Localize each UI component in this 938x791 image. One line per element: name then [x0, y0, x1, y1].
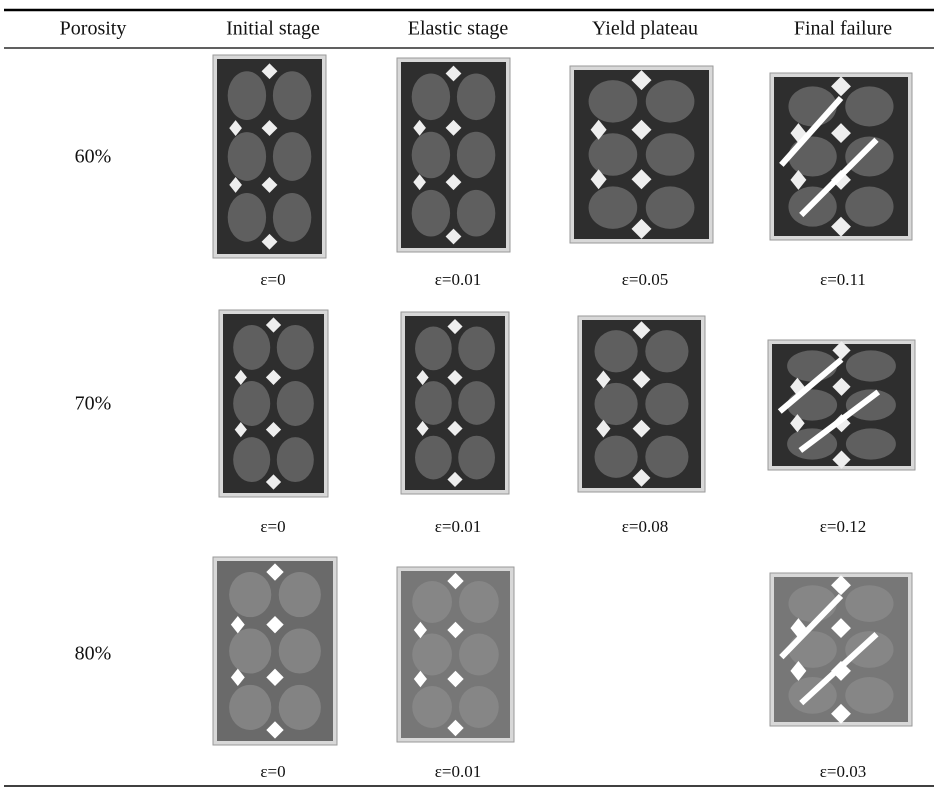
photo-cell: [595, 383, 638, 425]
porosity-label: 70%: [75, 393, 112, 415]
photo-cell: [459, 634, 499, 676]
photo-cell: [845, 136, 893, 176]
photo-cell: [228, 193, 266, 242]
strain-label: ε=0.11: [820, 270, 866, 289]
strain-label: ε=0.12: [820, 517, 866, 536]
strain-label: ε=0.01: [435, 762, 481, 781]
photo-cell: [273, 71, 311, 120]
photo-cell: [458, 381, 495, 425]
photo-cell: [645, 436, 688, 478]
photo-cell: [277, 381, 314, 426]
strain-label: ε=0: [260, 762, 285, 781]
photo-cell: [595, 436, 638, 478]
photo-cell: [228, 132, 266, 181]
photo-cell: [279, 628, 321, 673]
specimen-photo: [578, 316, 705, 492]
photo-cell: [228, 71, 266, 120]
photo-cell: [277, 437, 314, 482]
photo-cell: [846, 350, 896, 381]
photo-cell: [415, 327, 452, 371]
figure-table: Porosity Initial stage Elastic stage Yield …: [0, 0, 938, 791]
photo-cell: [845, 585, 893, 622]
photo-cell: [412, 74, 450, 121]
strain-label: ε=0.03: [820, 762, 866, 781]
strain-label: ε=0: [260, 270, 285, 289]
photo-cell: [412, 686, 452, 728]
porosity-label: 80%: [75, 643, 112, 665]
photo-cell: [412, 190, 450, 237]
photo-cell: [273, 193, 311, 242]
photo-cell: [415, 381, 452, 425]
column-header: Yield plateau: [592, 18, 698, 40]
photo-cell: [273, 132, 311, 181]
specimen-photo: [570, 66, 713, 243]
photo-cell: [645, 383, 688, 425]
photo-cell: [457, 132, 495, 179]
specimen-photo: [213, 557, 337, 745]
strain-label: ε=0.01: [435, 270, 481, 289]
photo-cell: [787, 389, 837, 420]
photo-cell: [788, 136, 836, 176]
photo-cell: [846, 428, 896, 459]
photo-cell: [457, 190, 495, 237]
photo-cell: [459, 686, 499, 728]
photo-cell: [233, 437, 270, 482]
column-header: Final failure: [794, 18, 892, 40]
column-header: Initial stage: [226, 18, 320, 40]
photo-cell: [412, 634, 452, 676]
specimen-photo: [397, 567, 514, 742]
photo-cell: [788, 631, 836, 668]
photo-cell: [646, 133, 695, 175]
photo-cell: [845, 187, 893, 227]
photo-cell: [412, 132, 450, 179]
photo-cell: [589, 186, 638, 228]
photo-cell: [233, 381, 270, 426]
photo-cell: [233, 325, 270, 370]
specimen-photo: [768, 340, 915, 470]
photo-cell: [646, 186, 695, 228]
specimen-photo: [219, 310, 328, 497]
photo-cell: [788, 86, 836, 126]
strain-label: ε=0.01: [435, 517, 481, 536]
photo-cell: [229, 628, 271, 673]
strain-label: ε=0.08: [622, 517, 668, 536]
photo-cell: [845, 677, 893, 714]
specimen-photo: [770, 73, 912, 240]
specimen-photo: [213, 55, 326, 258]
specimen-photo: [397, 58, 510, 252]
photo-cell: [595, 330, 638, 372]
photo-cell: [589, 80, 638, 122]
photo-cell: [459, 581, 499, 623]
page: Porosity Initial stage Elastic stage Yield …: [0, 0, 938, 791]
photo-cell: [229, 685, 271, 730]
strain-label: ε=0.05: [622, 270, 668, 289]
photo-cell: [845, 86, 893, 126]
column-header: Porosity: [60, 18, 127, 40]
photo-cell: [457, 74, 495, 121]
photo-cell: [412, 581, 452, 623]
column-header: Elastic stage: [408, 18, 509, 40]
photo-cell: [458, 327, 495, 371]
photo-cell: [589, 133, 638, 175]
photo-cell: [279, 572, 321, 617]
porosity-label: 60%: [75, 146, 112, 168]
photo-cell: [277, 325, 314, 370]
photo-cell: [645, 330, 688, 372]
photo-cell: [458, 436, 495, 480]
strain-label: ε=0: [260, 517, 285, 536]
photo-cell: [279, 685, 321, 730]
specimen-photo: [770, 573, 912, 726]
photo-cell: [229, 572, 271, 617]
photo-cell: [415, 436, 452, 480]
photo-cell: [646, 80, 695, 122]
specimen-photo: [401, 312, 509, 494]
